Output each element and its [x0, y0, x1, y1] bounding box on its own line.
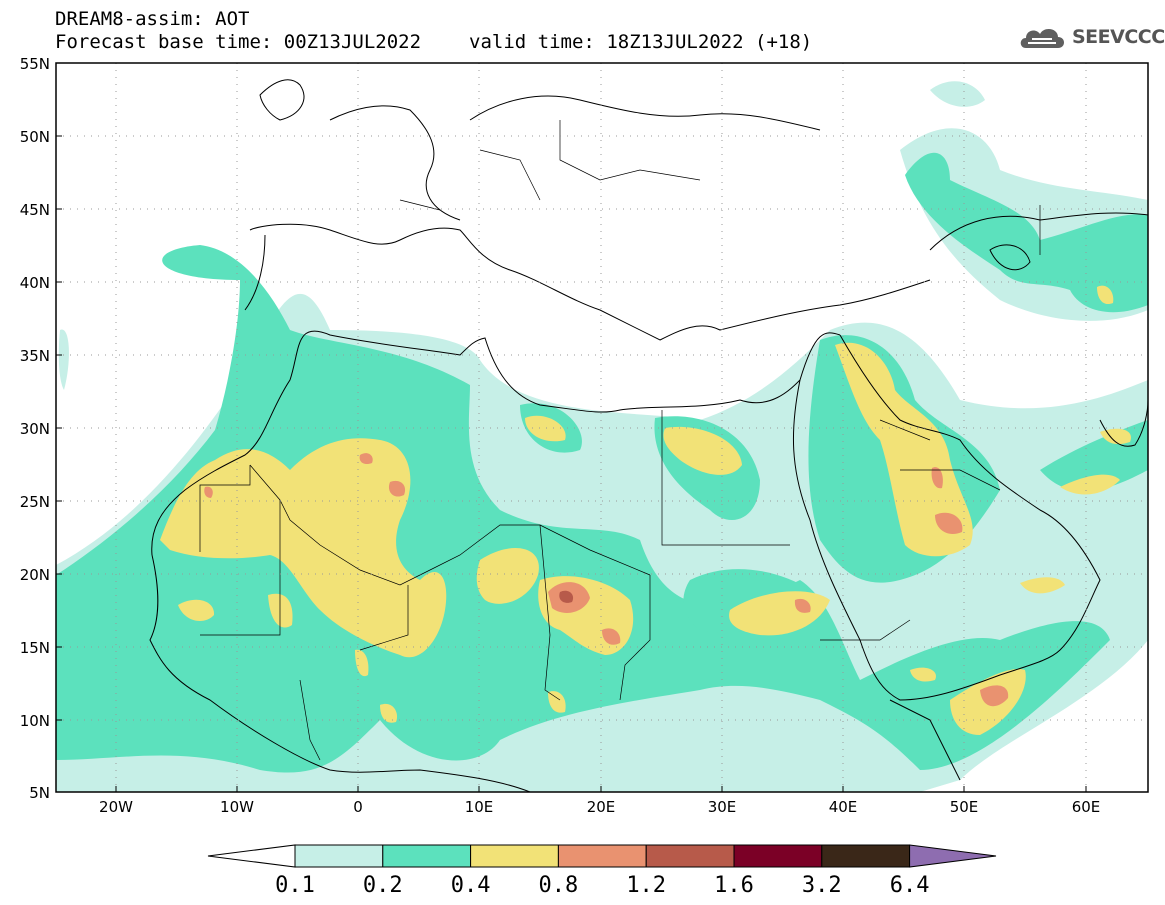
- colorbar-tick: 0.2: [363, 873, 403, 898]
- lat-label: 40N: [20, 274, 50, 292]
- colorbar-tick: 0.8: [539, 873, 579, 898]
- logo-text: SEEVCCC: [1072, 26, 1165, 48]
- colorbar-tick: 0.4: [451, 873, 491, 898]
- lon-label: 0: [353, 798, 363, 816]
- lon-labels: 20W 10W 0 10E 20E 30E 40E 50E 60E: [99, 798, 1100, 816]
- cloud-icon: [1020, 28, 1064, 48]
- lat-label: 10N: [20, 712, 50, 730]
- base-time: Forecast base time: 00Z13JUL2022: [55, 31, 422, 53]
- colorbar-swatch: [470, 844, 559, 868]
- graticule: [56, 63, 1148, 792]
- colorbar-swatch: [382, 844, 472, 868]
- lon-label: 60E: [1072, 798, 1101, 816]
- coastlines: [149, 79, 1148, 792]
- lat-label: 55N: [20, 55, 50, 73]
- lon-label: 10W: [220, 798, 254, 816]
- lon-label: 20E: [587, 798, 616, 816]
- colorbar-tick: 3.2: [802, 873, 842, 898]
- colorbar-swatch: [821, 844, 911, 868]
- colorbar-lower-arrow: [207, 844, 296, 868]
- lon-label: 10E: [465, 798, 494, 816]
- seevccc-logo: SEEVCCC: [1018, 24, 1165, 50]
- colorbar: [207, 844, 997, 868]
- lon-label: 20W: [99, 798, 133, 816]
- lon-label: 40E: [829, 798, 858, 816]
- colorbar-swatch: [294, 844, 384, 868]
- colorbar-tick: 6.4: [890, 873, 930, 898]
- colorbar-tick: 1.2: [626, 873, 666, 898]
- lat-labels: 55N 50N 45N 40N 35N 30N 25N 20N 15N 10N …: [20, 55, 50, 802]
- aot-band-1.2: [559, 590, 574, 603]
- forecast-times: Forecast base time: 00Z13JUL2022 valid ti…: [55, 31, 812, 53]
- aot-band-0.4: [160, 285, 1131, 735]
- map-title: DREAM8-assim: AOT: [55, 8, 250, 30]
- aot-field: [56, 81, 1148, 792]
- colorbar-labels: 0.1 0.2 0.4 0.8 1.2 1.6 3.2 6.4: [275, 873, 929, 898]
- valid-time: valid time: 18Z13JUL2022 (+18): [469, 31, 813, 53]
- lat-label: 45N: [20, 201, 50, 219]
- colorbar-swatch: [733, 844, 823, 868]
- colorbar-tick: 0.1: [275, 873, 315, 898]
- lat-label: 15N: [20, 639, 50, 657]
- lon-label: 30E: [708, 798, 737, 816]
- lat-label: 5N: [29, 784, 50, 802]
- lat-label: 50N: [20, 128, 50, 146]
- borders: [199, 120, 1041, 761]
- lat-label: 30N: [20, 420, 50, 438]
- lat-label: 20N: [20, 566, 50, 584]
- lat-label: 25N: [20, 493, 50, 511]
- colorbar-swatch: [557, 844, 647, 868]
- colorbar-upper-arrow: [909, 844, 997, 868]
- axis-ticks: [56, 62, 1087, 793]
- colorbar-tick: 1.6: [714, 873, 754, 898]
- lon-label: 50E: [950, 798, 979, 816]
- colorbar-swatch: [645, 844, 735, 868]
- lat-label: 35N: [20, 347, 50, 365]
